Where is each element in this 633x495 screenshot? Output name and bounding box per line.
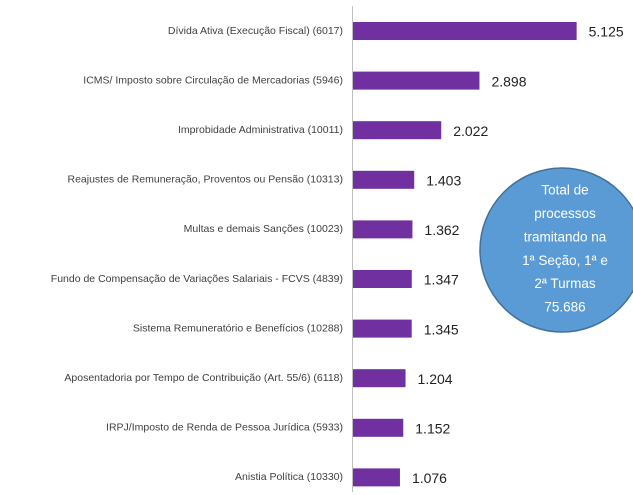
annotation-text: 1ª Seção, 1ª e	[522, 253, 608, 268]
value-label: 2.022	[453, 123, 488, 139]
bar	[353, 418, 404, 437]
category-label: Multas e demais Sanções (10023)	[184, 223, 343, 235]
category-label: Fundo de Compensação de Variações Salari…	[51, 273, 343, 285]
value-label: 1.204	[418, 371, 453, 387]
category-label: Improbidade Administrativa (10011)	[178, 124, 343, 136]
annotation-text: 2ª Turmas	[534, 276, 596, 291]
annotation-text: 75.686	[544, 300, 585, 315]
bar	[353, 369, 406, 388]
value-label: 5.125	[589, 24, 624, 40]
category-label: Sistema Remuneratório e Benefícios (1028…	[133, 322, 343, 334]
annotation-text: Total de	[541, 183, 588, 198]
value-label: 1.076	[412, 470, 447, 486]
bar	[353, 220, 413, 239]
category-label: Dívida Ativa (Execução Fiscal) (6017)	[168, 25, 343, 37]
category-label: IRPJ/Imposto de Renda de Pessoa Jurídica…	[106, 422, 343, 434]
category-label: Anistia Política (10330)	[235, 471, 343, 483]
annotation-text: tramitando na	[524, 229, 607, 244]
bar	[353, 22, 577, 40]
bar	[353, 121, 442, 140]
annotation-text: processos	[534, 206, 596, 221]
annotation-circle	[479, 167, 633, 333]
value-label: 1.362	[424, 222, 459, 238]
bar	[353, 170, 415, 189]
value-label: 1.403	[426, 173, 461, 189]
value-label: 1.152	[415, 421, 450, 437]
category-label: Reajustes de Remuneração, Proventos ou P…	[67, 174, 343, 186]
bar	[353, 468, 400, 487]
category-label: ICMS/ Imposto sobre Circulação de Mercad…	[83, 74, 343, 86]
bar	[353, 270, 412, 288]
bar	[353, 319, 412, 338]
bar	[353, 71, 480, 90]
value-label: 1.345	[424, 321, 459, 337]
value-label: 1.347	[424, 272, 459, 288]
category-label: Aposentadoria por Tempo de Contribuição …	[64, 372, 343, 384]
value-label: 2.898	[491, 73, 526, 89]
